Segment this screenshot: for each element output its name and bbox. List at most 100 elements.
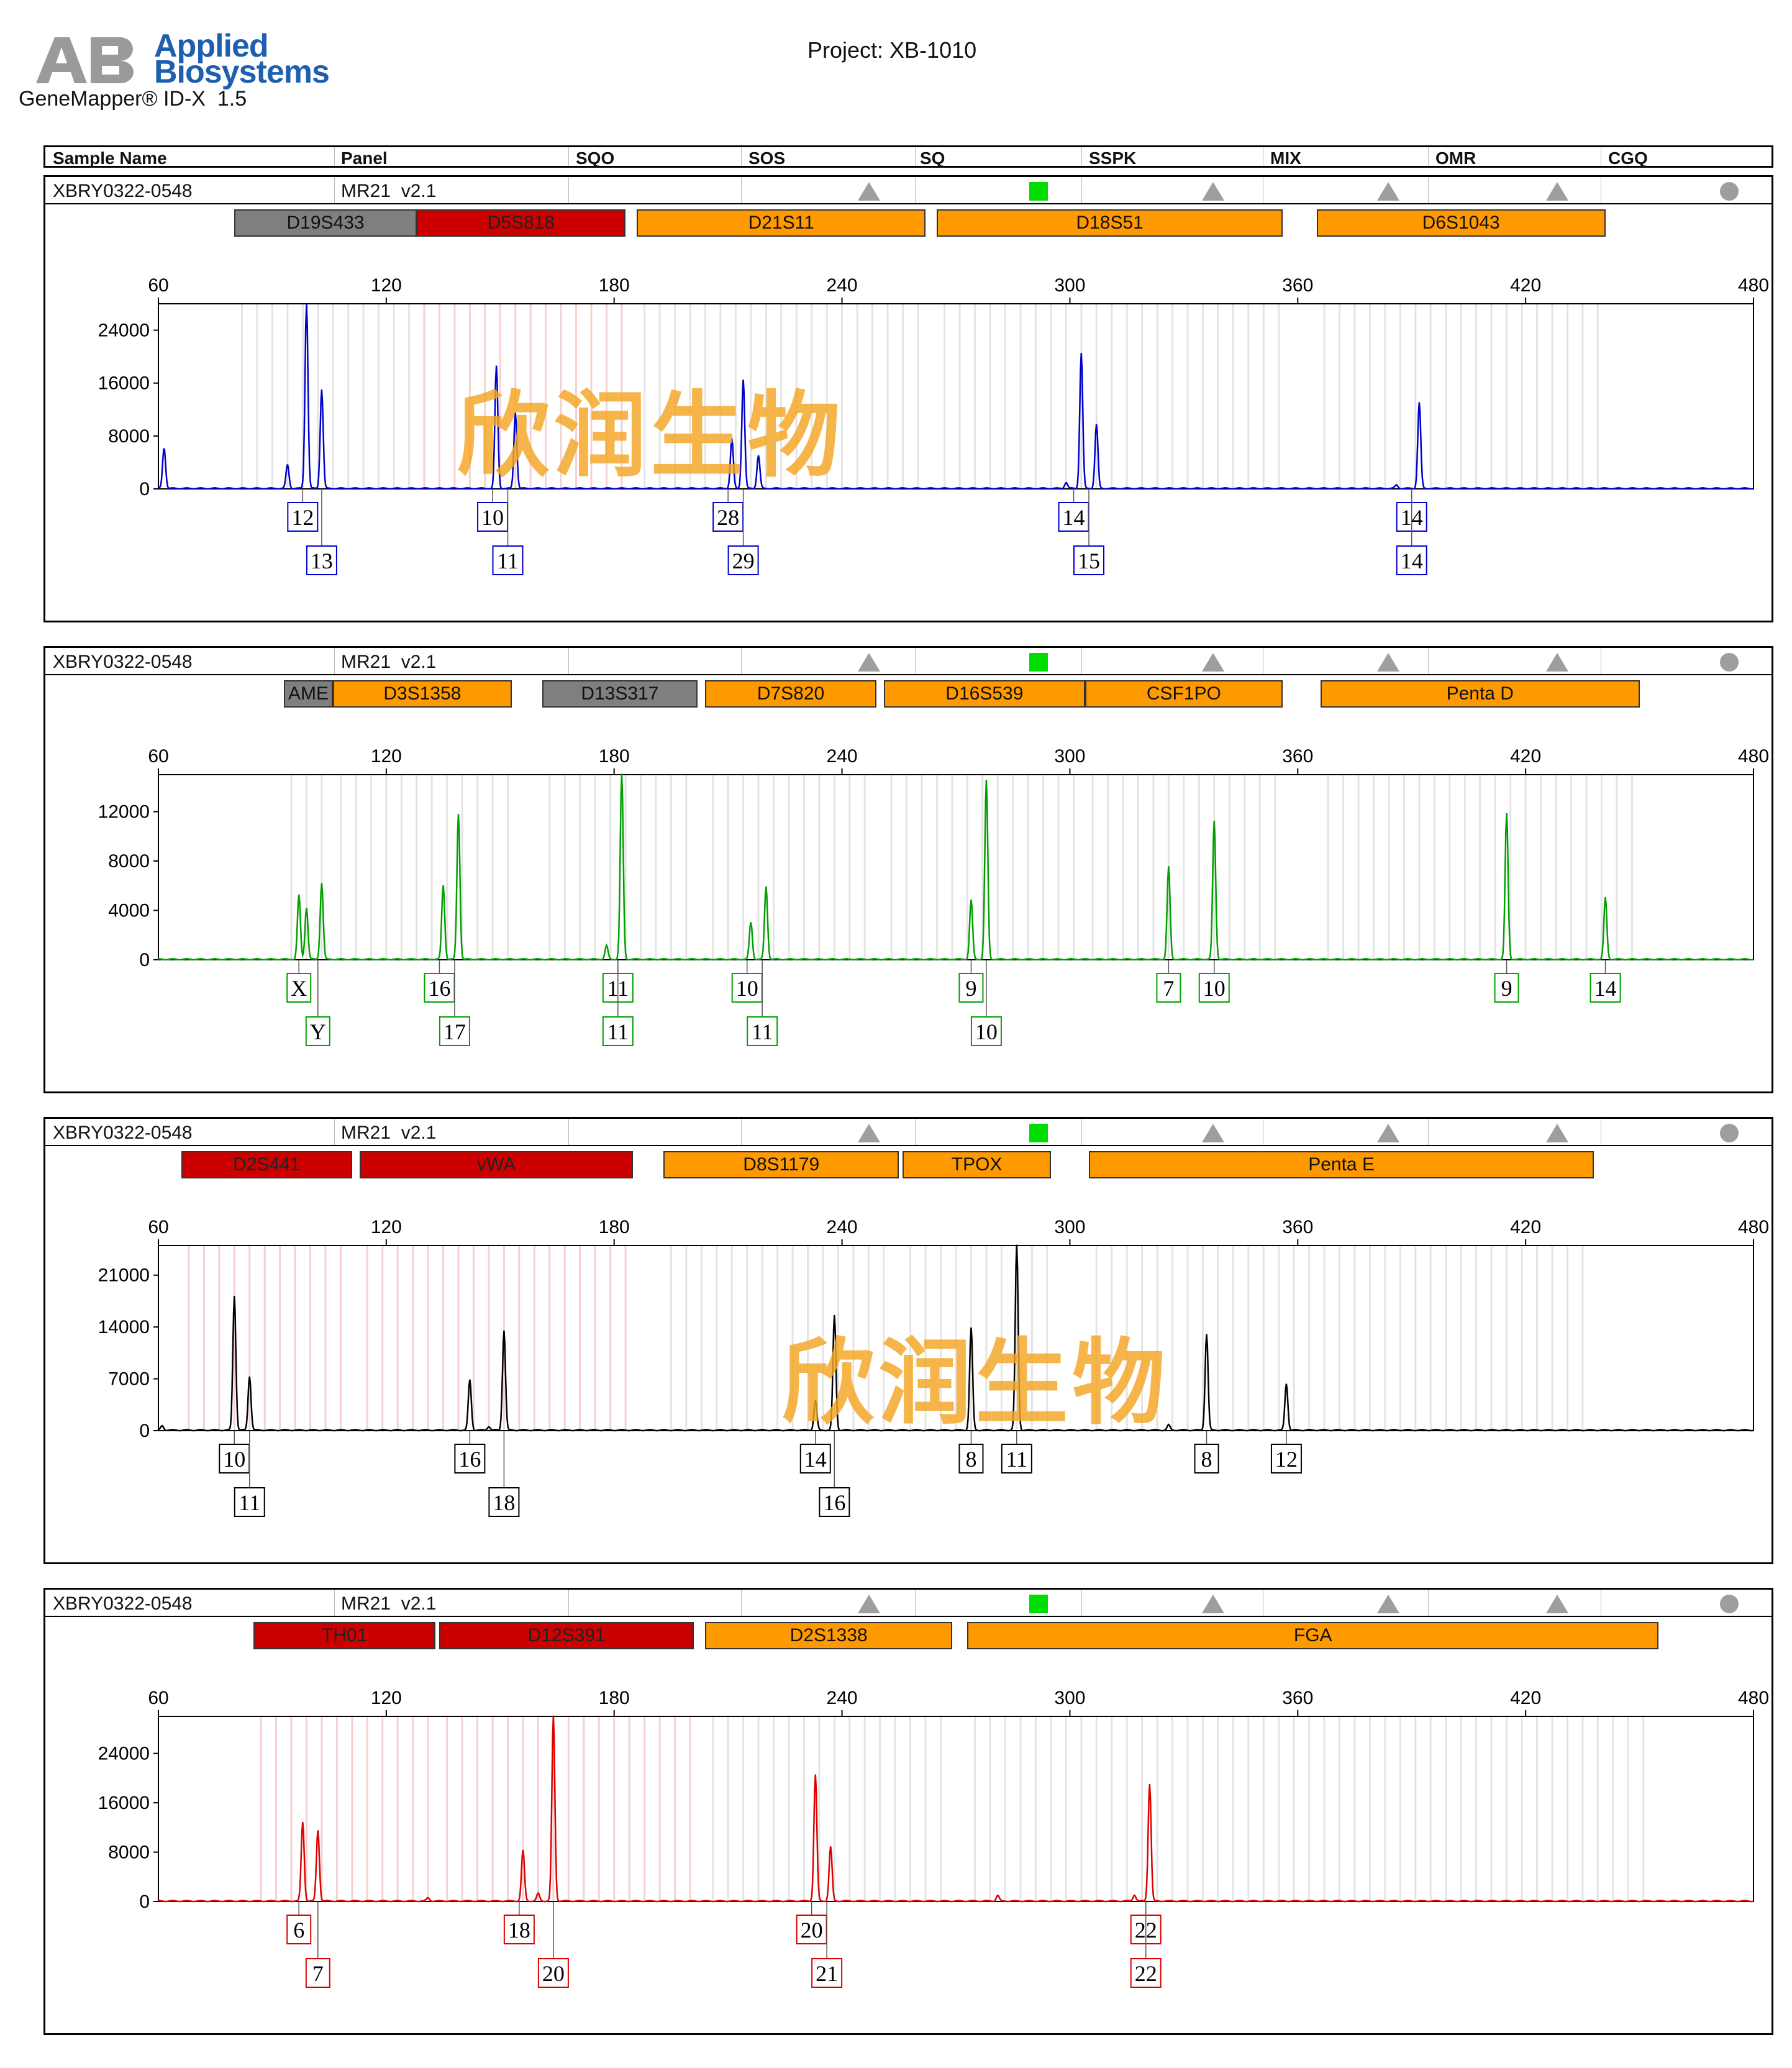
x-tick-label: 180 [599,275,630,296]
loci-bar: D2S441 vWA D8S1179 TPOX Penta E [45,1151,1772,1178]
locus-d2s1338[interactable]: D2S1338 [705,1622,952,1649]
quality-pass-square-icon [1029,1124,1048,1142]
locus-d21s11[interactable]: D21S11 [637,209,926,237]
sample-row[interactable]: XBRY0322-0548 MR21 v2.1 [45,1590,1772,1617]
allele-box [1001,1444,1032,1474]
allele-label: 16 [458,1447,481,1472]
quality-triangle-icon [858,1595,880,1613]
electropherogram-chart: 60 120 180 240 300 360 420 480 0 4000 8000 12000 XY 1… [98,746,1769,1046]
y-tick-label: 16000 [98,1793,150,1813]
allele-box [970,1016,1002,1046]
allele-box [492,545,524,575]
locus-tpox[interactable]: TPOX [903,1151,1051,1178]
locus-d19s433[interactable]: D19S433 [234,209,417,237]
locus-d18s51[interactable]: D18S51 [937,209,1283,237]
allele-box [1270,1444,1302,1474]
quality-pass-square-icon [1029,653,1048,672]
locus-fga[interactable]: FGA [967,1622,1659,1649]
column-sample-name: Sample Name [53,148,167,168]
allele-label: 14 [1063,505,1085,530]
locus-d7s820[interactable]: D7S820 [705,680,876,708]
signal-trace-line [157,1244,1754,1432]
sample-row[interactable]: XBRY0322-0548 MR21 v2.1 [45,648,1772,675]
signal-trace-line [157,303,1754,490]
y-tick-label: 7000 [108,1369,150,1390]
allele-box [424,973,455,1003]
x-tick-label: 120 [371,746,402,767]
y-tick-label: 8000 [108,851,150,872]
electropherogram-panel: XBRY0322-0548 MR21 v2.1 D2S441 vWA D8S1179 TP… [43,1117,1773,1564]
locus-penta-d[interactable]: Penta D [1320,680,1640,708]
locus-d5s818[interactable]: D5S818 [416,209,626,237]
allele-box [731,973,763,1003]
app-name: GeneMapper® ID-X 1.5 [19,87,247,111]
locus-d2s441[interactable]: D2S441 [181,1151,352,1178]
quality-triangle-icon [1377,1124,1399,1142]
quality-pass-square-icon [1029,1595,1048,1613]
column-panel: Panel [341,148,388,168]
plot-frame [158,303,1754,490]
report-header: Applied Biosystems GeneMapper® ID-X 1.5 … [0,0,1792,130]
sample-row[interactable]: XBRY0322-0548 MR21 v2.1 [45,177,1772,204]
allele-label: 10 [481,505,504,530]
x-tick-label: 180 [599,1217,630,1237]
allele-label: 17 [443,1019,466,1044]
locus-ame[interactable]: AME [283,680,334,708]
allele-label: 8 [965,1447,976,1472]
allele-box [1494,973,1519,1003]
allele-box [1198,973,1230,1003]
allele-label: 11 [497,549,519,573]
allele-box [488,1487,520,1517]
sample-row[interactable]: XBRY0322-0548 MR21 v2.1 [45,1119,1772,1146]
locus-csf1po[interactable]: CSF1PO [1085,680,1283,708]
x-tick-label: 360 [1282,1217,1313,1237]
allele-box [219,1444,250,1474]
x-tick-label: 360 [1282,746,1313,767]
x-tick-label: 300 [1054,1688,1085,1708]
quality-triangle-icon [858,1124,880,1142]
quality-circle-icon [1720,1595,1739,1613]
x-tick-label: 300 [1054,1217,1085,1237]
quality-triangle-icon [1546,182,1568,201]
locus-d13s317[interactable]: D13S317 [542,680,698,708]
allele-label: 22 [1135,1961,1157,1986]
y-tick-label: 12000 [98,802,150,822]
allele-label: 11 [1006,1447,1027,1472]
allele-label: 14 [1594,976,1617,1001]
allele-label: X [291,976,307,1001]
x-tick-label: 120 [371,1217,402,1237]
quality-circle-icon [1720,653,1739,672]
watermark-text: 欣润生物 [781,1329,1170,1437]
signal-trace-line [157,773,1754,961]
allele-label: 18 [508,1918,530,1943]
y-tick-label: 0 [139,479,150,499]
x-tick-label: 420 [1510,1688,1541,1708]
quality-triangle-icon [1202,653,1224,672]
bin-stripes [241,304,1599,489]
panel-name: MR21 v2.1 [341,652,437,672]
locus-d12s391[interactable]: D12S391 [439,1622,694,1649]
allele-label: 9 [965,976,976,1001]
allele-label: 9 [1501,976,1512,1001]
column-sqo: SQO [576,148,615,168]
allele-label: 8 [1201,1447,1212,1472]
locus-d3s1358[interactable]: D3S1358 [333,680,512,708]
locus-penta-e[interactable]: Penta E [1089,1151,1594,1178]
allele-box [747,1016,778,1046]
allele-label: 21 [816,1961,838,1986]
column-sos: SOS [748,148,786,168]
allele-label: 16 [823,1490,845,1515]
x-tick-label: 480 [1738,275,1769,296]
allele-label: 12 [291,505,314,530]
locus-d16s539[interactable]: D16S539 [883,680,1085,708]
locus-th01[interactable]: TH01 [253,1622,436,1649]
allele-box [1396,545,1427,575]
locus-d8s1179[interactable]: D8S1179 [663,1151,899,1178]
locus-vwa[interactable]: vWA [360,1151,634,1178]
x-tick-label: 120 [371,1688,402,1708]
quality-triangle-icon [1202,1595,1224,1613]
quality-triangle-icon [1377,1595,1399,1613]
quality-triangle-icon [1202,182,1224,201]
x-tick-label: 60 [148,275,168,296]
locus-d6s1043[interactable]: D6S1043 [1316,209,1606,237]
